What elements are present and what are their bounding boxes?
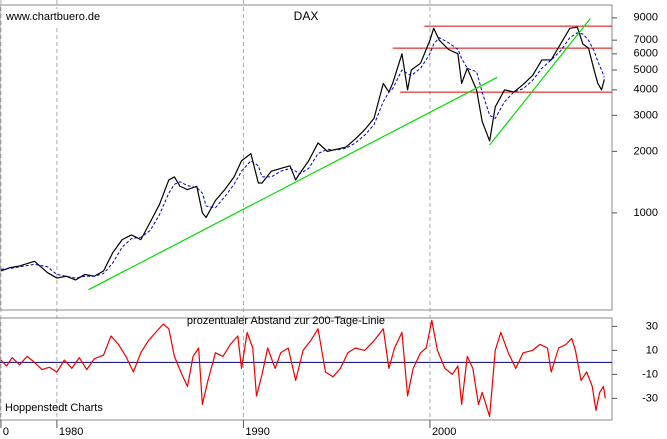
y-tick-label: 1000 [634,207,658,219]
plot-frame [0,317,613,421]
trend-line [88,76,498,291]
chart-title: DAX [294,9,319,23]
labels: www.chartbuero.de DAX prozentualer Absta… [3,9,658,438]
x-tick-label: 0 [3,426,9,438]
y-tick-label: 4000 [634,84,658,96]
panel-title: prozentualer Abstand zur 200-Tage-Linie [187,315,385,327]
x-tick-label: 1980 [59,426,83,438]
series-line [0,26,605,281]
y-tick-label: -30 [642,392,658,404]
watermark: www.chartbuero.de [5,11,100,23]
x-tick-label: 2000 [432,426,456,438]
trend-line [489,18,591,146]
plot [0,18,612,417]
source-note: Hoppenstedt Charts [5,402,103,414]
y-tick-label: -10 [642,368,658,380]
y-tick-label: 6000 [634,48,658,60]
x-tick-label: 1990 [245,426,269,438]
series-line [0,319,606,417]
y-tick-label: 10 [646,344,658,356]
grid [0,0,617,428]
y-tick-label: 30 [646,320,658,332]
y-tick-label: 2000 [634,145,658,157]
y-tick-label: 3000 [634,109,658,121]
moving-average-line [0,32,605,279]
plot-frame [0,4,613,311]
watermark-bg [4,9,108,25]
y-tick-label: 7000 [634,34,658,46]
y-tick-label: 5000 [634,64,658,76]
y-tick-label: 9000 [634,12,658,24]
